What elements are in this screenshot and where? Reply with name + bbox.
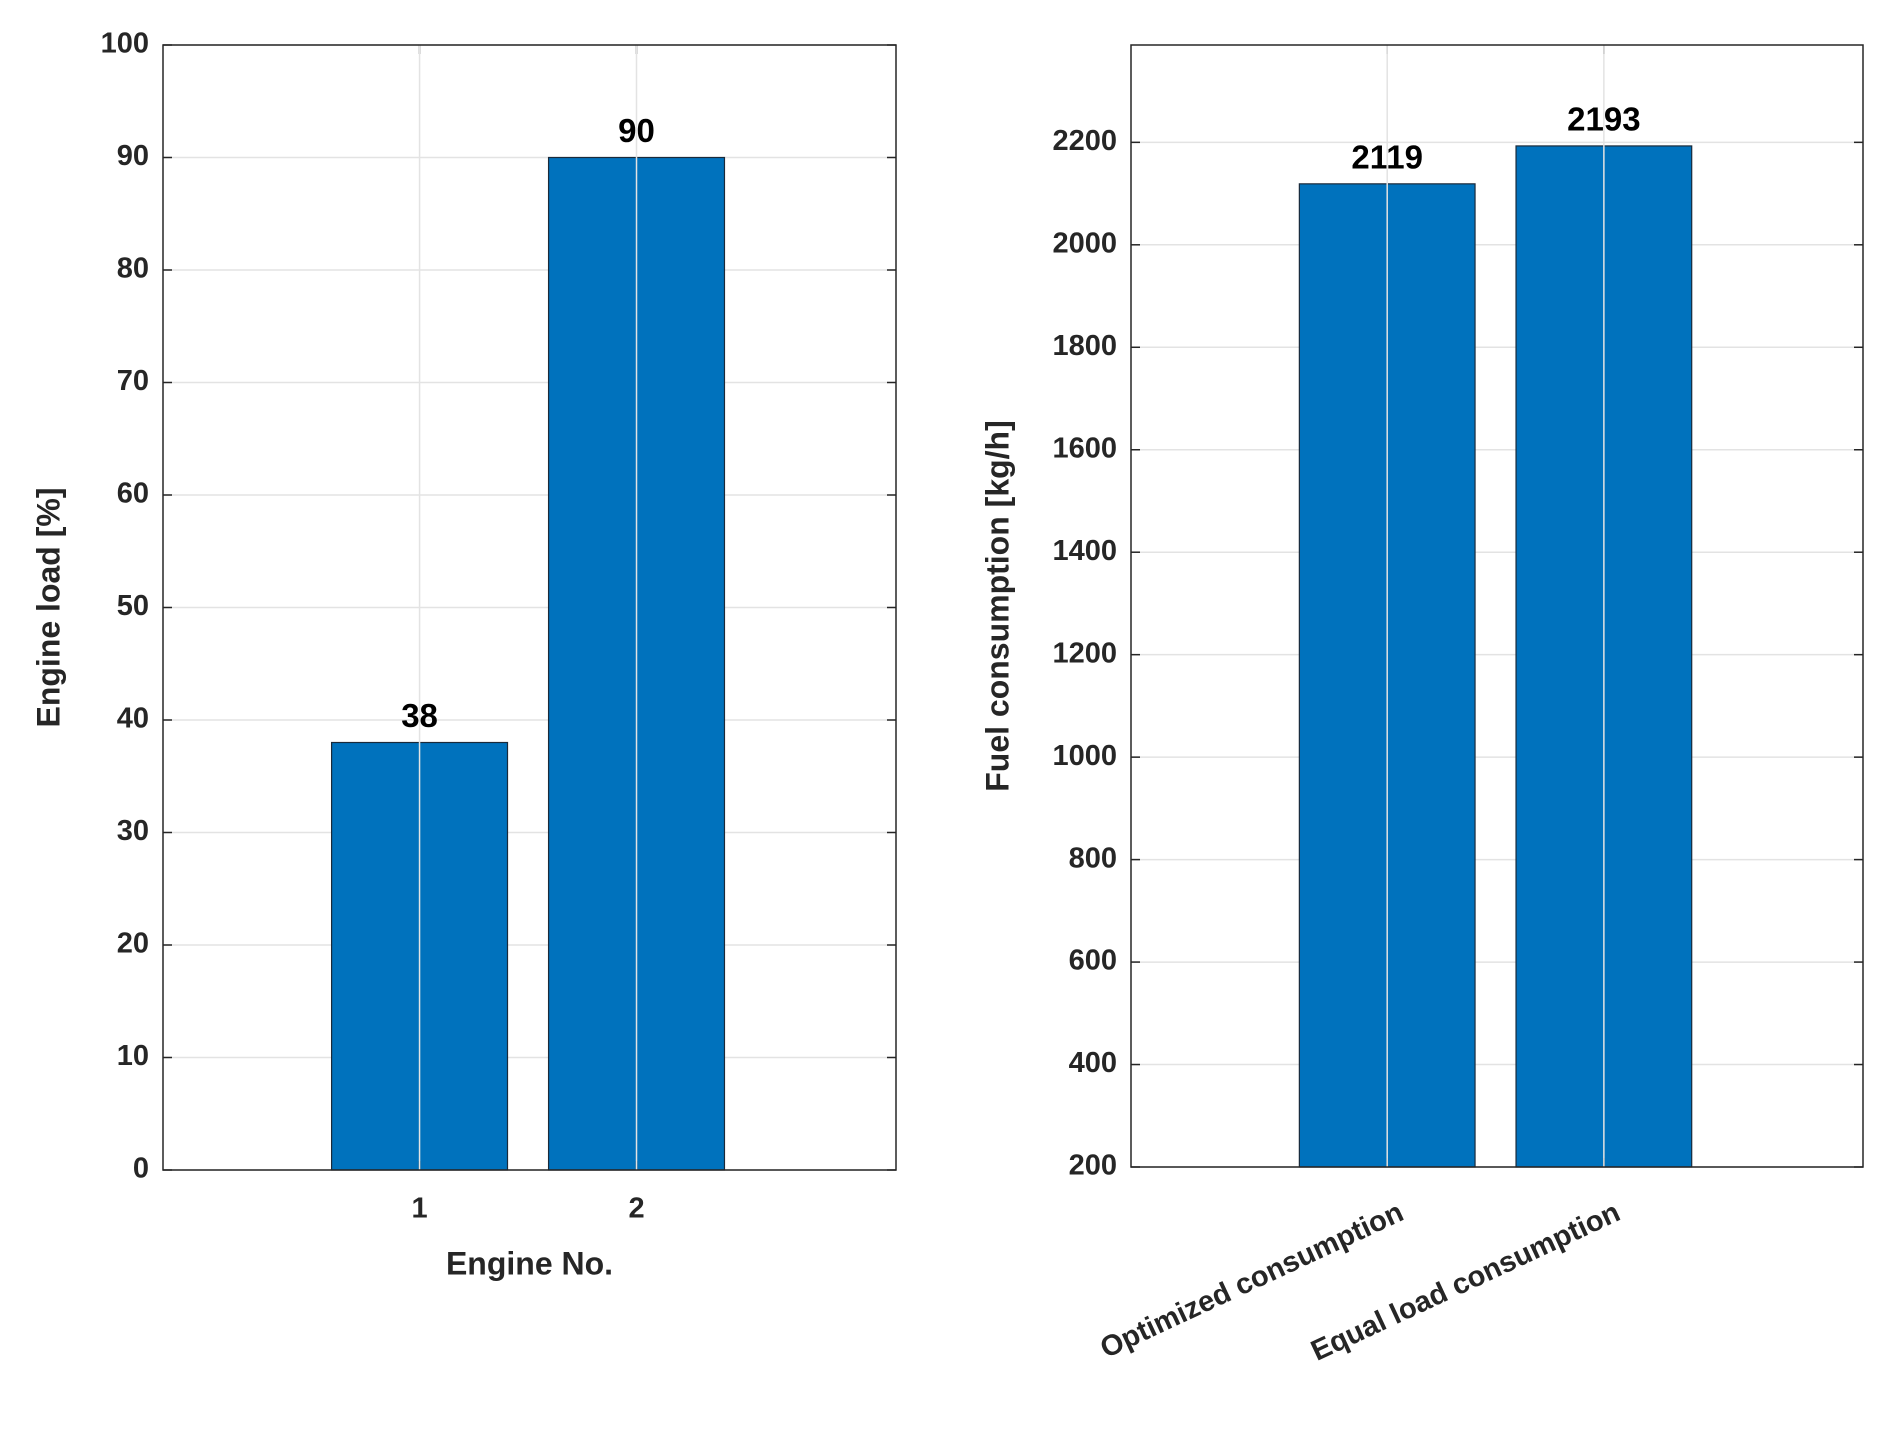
- y-tick-label: 30: [117, 815, 149, 847]
- y-tick-label: 50: [117, 590, 149, 622]
- y-tick-label: 200: [1069, 1150, 1117, 1182]
- y-tick-label: 400: [1069, 1047, 1117, 1079]
- axes-box: [162, 44, 897, 1171]
- y-tick-label: 1800: [1052, 330, 1117, 362]
- y-axis-label: Fuel consumption [kg/h]: [979, 420, 1015, 792]
- y-tick-label: 1200: [1052, 637, 1117, 669]
- x-tick-label: 1: [411, 1193, 427, 1225]
- y-tick-label: 20: [117, 928, 149, 960]
- y-tick-label: 100: [101, 28, 149, 60]
- y-tick-label: 1400: [1052, 535, 1117, 567]
- y-tick-label: 60: [117, 478, 149, 510]
- y-tick-label: 10: [117, 1040, 149, 1072]
- y-tick-label: 40: [117, 703, 149, 735]
- y-tick-label: 600: [1069, 945, 1117, 977]
- y-tick-label: 2000: [1052, 227, 1117, 259]
- x-tick-label: 2: [628, 1193, 644, 1225]
- y-axis-label: Engine load [%]: [30, 488, 66, 728]
- y-tick-label: 2200: [1052, 125, 1117, 157]
- axes-box: [1130, 44, 1864, 1168]
- y-tick-label: 70: [117, 365, 149, 397]
- y-tick-label: 0: [133, 1153, 149, 1185]
- x-axis-label: Engine No.: [446, 1245, 613, 1281]
- y-tick-label: 1000: [1052, 740, 1117, 772]
- y-tick-label: 80: [117, 253, 149, 285]
- y-tick-label: 1600: [1052, 432, 1117, 464]
- y-tick-label: 800: [1069, 842, 1117, 874]
- y-tick-label: 90: [117, 140, 149, 172]
